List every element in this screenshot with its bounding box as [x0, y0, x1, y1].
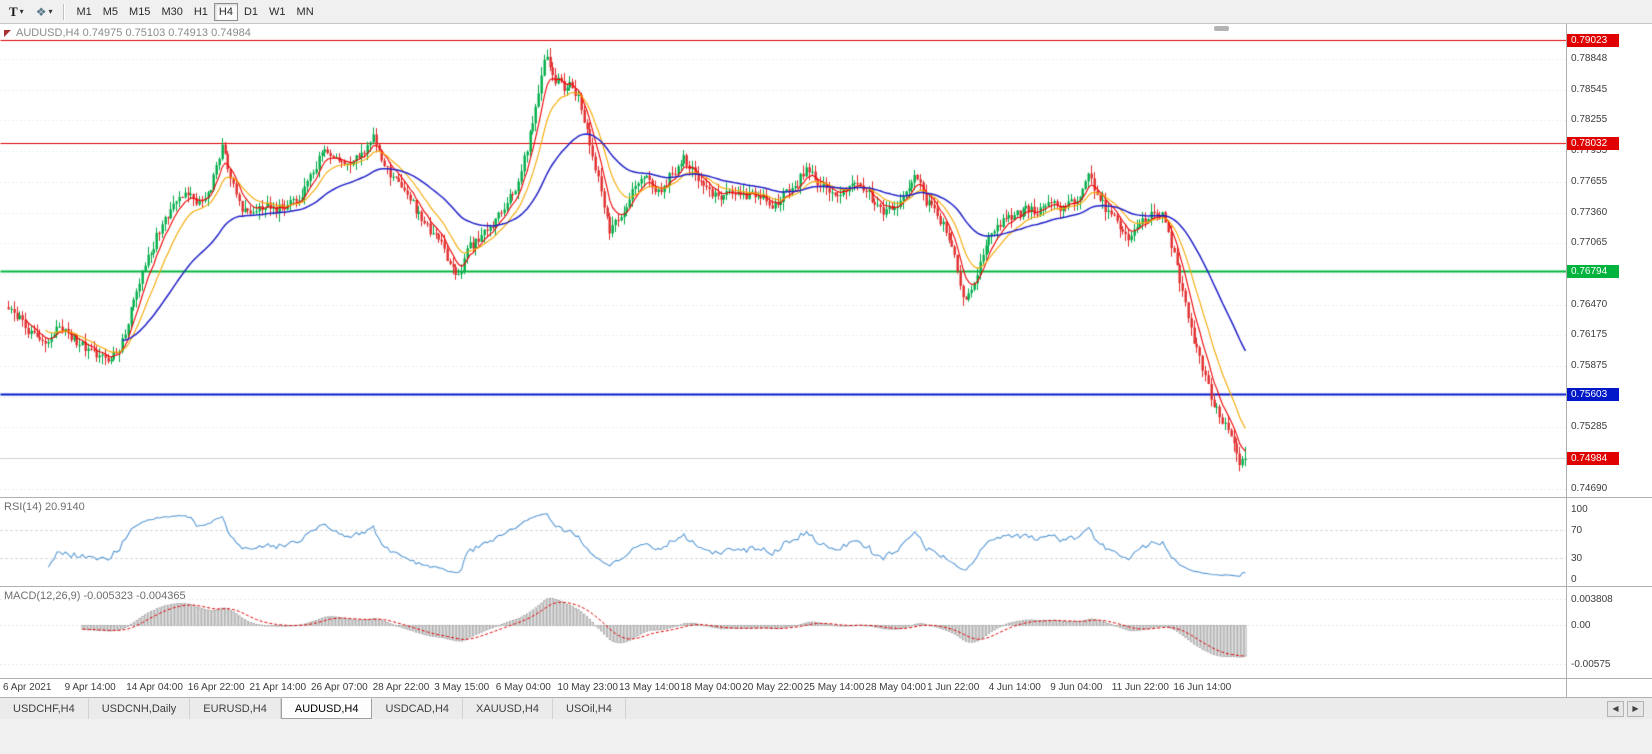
price-axis-label: 0.76470: [1571, 298, 1608, 310]
price-tag: 0.75603: [1567, 387, 1619, 401]
rsi-indicator-canvas[interactable]: [0, 498, 1566, 586]
timeframe-button-m15[interactable]: M15: [124, 3, 155, 21]
price-axis-label: 0.78848: [1571, 52, 1608, 64]
price-axis-label: 0.76175: [1571, 329, 1608, 341]
chart-tab-usoil[interactable]: USOil,H4: [553, 698, 626, 719]
rsi-axis-label: 0: [1571, 574, 1577, 585]
chart-shift-marker[interactable]: [1214, 26, 1229, 31]
chart-tab-usdchf[interactable]: USDCHF,H4: [0, 698, 89, 719]
time-axis-label: 16 Apr 22:00: [187, 682, 245, 693]
time-axis[interactable]: 6 Apr 2021 9 Apr 14:00 14 Apr 04:00 16 Apr …: [0, 679, 1566, 697]
window-bottom-area: [0, 719, 1652, 754]
price-axis-label: 0.74690: [1571, 482, 1608, 494]
price-axis-label: 0.77655: [1571, 176, 1608, 188]
time-axis-label: 14 Apr 04:00: [126, 682, 183, 693]
macd-label: MACD(12,26,9) -0.005323 -0.004365: [4, 590, 186, 602]
price-axis-label: 0.77065: [1571, 237, 1608, 249]
time-axis-label: 18 May 04:00: [680, 682, 742, 693]
timeframe-group: M1 M5 M15 M30 H1 H4 D1 W1 MN: [71, 2, 319, 21]
price-axis-label: 0.78545: [1571, 83, 1608, 95]
chart-type-label: T: [9, 3, 18, 19]
price-axis-label: 0.77360: [1571, 206, 1608, 218]
rsi-panel-splitter[interactable]: [0, 497, 1652, 498]
time-axis-label: 6 Apr 2021: [3, 682, 52, 693]
chevron-down-icon: ▾: [19, 6, 24, 16]
price-axis-label: 0.78255: [1571, 113, 1608, 125]
macd-indicator-canvas[interactable]: [0, 587, 1566, 678]
time-axis-label: 28 Apr 22:00: [372, 682, 430, 693]
chart-title: AUDUSD,H4 0.74975 0.75103 0.74913 0.7498…: [4, 27, 251, 39]
macd-axis-label: 0.003808: [1571, 594, 1613, 606]
macd-axis[interactable]: 0.003808 0.00 -0.00575: [1566, 587, 1652, 678]
chart-type-button[interactable]: T ▾: [4, 2, 29, 22]
tab-scroll-arrows: ◀ ▶: [1607, 698, 1652, 719]
time-axis-label: 16 Jun 14:00: [1173, 682, 1232, 693]
macd-axis-label: 0.00: [1571, 620, 1591, 631]
chart-tabbar: USDCHF,H4 USDCNH,Daily EURUSD,H4 AUDUSD,H4 U…: [0, 697, 1652, 719]
rsi-axis-label: 30: [1571, 553, 1583, 564]
timeframe-button-m30[interactable]: M30: [156, 3, 187, 21]
price-axis[interactable]: 0.78848 0.78545 0.78255 0.77955 0.77655 0.773…: [1566, 24, 1652, 497]
chart-tab-xauusd[interactable]: XAUUSD,H4: [463, 698, 553, 719]
time-axis-label: 9 Jun 04:00: [1050, 682, 1103, 693]
top-toolbar: T ▾ ❖ ▾ M1 M5 M15 M30 H1 H4 D1 W1 MN: [0, 0, 1652, 24]
chart-window: AUDUSD,H4 0.74975 0.75103 0.74913 0.7498…: [0, 24, 1652, 697]
chart-tab-usdcad[interactable]: USDCAD,H4: [372, 698, 464, 719]
time-axis-label: 13 May 14:00: [619, 682, 680, 693]
rsi-axis[interactable]: 100 70 30 0: [1566, 498, 1652, 586]
symbol-marker-icon: [4, 29, 11, 37]
time-axis-label: 11 Jun 22:00: [1111, 682, 1169, 693]
price-tag: 0.79023: [1567, 33, 1619, 47]
chart-title-text: AUDUSD,H4 0.74975 0.75103 0.74913 0.7498…: [16, 27, 251, 39]
chevron-down-icon: ▾: [48, 6, 53, 16]
time-axis-label: 9 Apr 14:00: [64, 682, 116, 693]
time-axis-label: 6 May 04:00: [495, 682, 551, 693]
price-tag: 0.74984: [1567, 451, 1619, 465]
price-tag: 0.78032: [1567, 136, 1619, 150]
timeframe-button-h1[interactable]: H1: [189, 3, 213, 21]
time-axis-label: 10 May 23:00: [557, 682, 618, 693]
timeframe-button-mn[interactable]: MN: [292, 3, 319, 21]
price-axis-label: 0.77955: [1571, 144, 1608, 156]
tab-scroll-right-button[interactable]: ▶: [1627, 700, 1644, 717]
tab-scroll-left-button[interactable]: ◀: [1607, 700, 1624, 717]
macd-panel-splitter[interactable]: [0, 586, 1652, 587]
layers-icon: ❖: [35, 4, 47, 19]
timeframe-button-d1[interactable]: D1: [239, 3, 263, 21]
time-axis-label: 4 Jun 14:00: [988, 682, 1041, 693]
price-tag: 0.76794: [1567, 264, 1619, 278]
chart-tab-usdcnh[interactable]: USDCNH,Daily: [89, 698, 191, 719]
timeframe-button-w1[interactable]: W1: [264, 3, 291, 21]
time-axis-label: 3 May 15:00: [434, 682, 490, 693]
axis-corner: [1566, 679, 1652, 697]
chart-tabs: USDCHF,H4 USDCNH,Daily EURUSD,H4 AUDUSD,H4 U…: [0, 698, 626, 719]
time-axis-splitter: [0, 678, 1652, 679]
time-axis-label: 1 Jun 22:00: [927, 682, 980, 693]
timeframe-button-m5[interactable]: M5: [98, 3, 123, 21]
main-chart-canvas[interactable]: [0, 24, 1566, 497]
time-axis-label: 26 Apr 07:00: [311, 682, 368, 693]
timeframe-button-h4[interactable]: H4: [213, 2, 238, 21]
toolbar-separator: [63, 3, 66, 20]
time-axis-label: 21 Apr 14:00: [249, 682, 307, 693]
price-axis-label: 0.75875: [1571, 360, 1608, 372]
time-axis-label: 20 May 22:00: [742, 682, 803, 693]
rsi-label: RSI(14) 20.9140: [4, 501, 85, 513]
rsi-axis-label: 70: [1571, 525, 1583, 536]
macd-axis-label: -0.00575: [1571, 659, 1611, 671]
timeframe-button-m1[interactable]: M1: [71, 3, 96, 21]
price-axis-label: 0.75285: [1571, 421, 1608, 433]
chart-tab-audusd[interactable]: AUDUSD,H4: [280, 698, 373, 719]
time-axis-label: 25 May 14:00: [803, 682, 865, 693]
objects-dropdown-button[interactable]: ❖ ▾: [31, 2, 58, 22]
rsi-axis-label: 100: [1571, 504, 1588, 515]
time-axis-label: 28 May 04:00: [865, 682, 926, 693]
chart-tab-eurusd[interactable]: EURUSD,H4: [190, 698, 281, 719]
